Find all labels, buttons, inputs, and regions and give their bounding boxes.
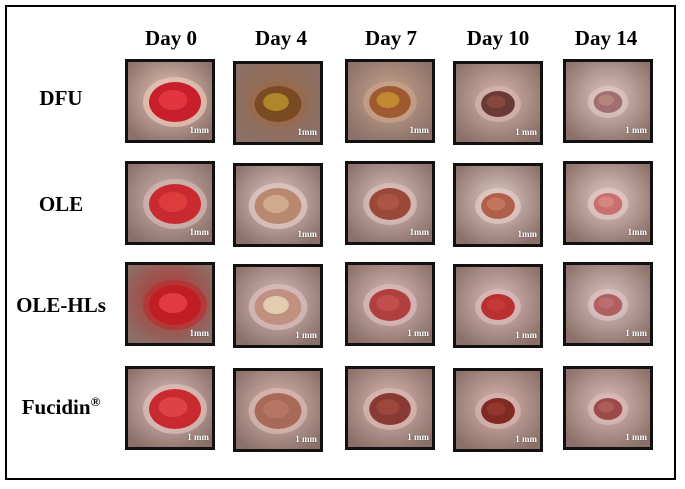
registered-mark: ®: [90, 394, 101, 409]
wound-photo-drawing: [456, 267, 540, 345]
wound-photo-drawing: [236, 371, 320, 449]
wound-photo-drawing: [348, 164, 432, 242]
wound-photo-drawing: [236, 267, 320, 345]
wound-photo: 1 mm: [345, 366, 435, 450]
column-header-day-0: Day 0: [145, 26, 197, 50]
wound-photo: 1 mm: [345, 262, 435, 346]
row-label-text: DFU: [39, 86, 83, 110]
scale-bar-label: 1mm: [297, 127, 318, 137]
scale-bar-label: 1mm: [409, 125, 430, 135]
wound-photo: 1 mm: [563, 366, 653, 450]
scale-bar-label: 1 mm: [515, 330, 537, 340]
column-header-day-7: Day 7: [365, 26, 417, 50]
wound-photo-drawing: [236, 166, 320, 244]
wound-photo-drawing: [566, 265, 650, 343]
wound-photo-drawing: [566, 369, 650, 447]
wound-photo-drawing: [128, 369, 212, 447]
row-label-text: OLE: [38, 192, 84, 216]
wound-photo-drawing: [236, 64, 320, 142]
wound-photo: 1 mm: [453, 368, 543, 452]
wound-photo-drawing: [566, 164, 650, 242]
scale-bar-label: 1 mm: [515, 434, 537, 444]
scale-bar-label: 1mm: [627, 227, 648, 237]
scale-bar-label: 1 mm: [295, 434, 317, 444]
column-header-day-4: Day 4: [255, 26, 307, 50]
scale-bar-label: 1mm: [297, 229, 318, 239]
row-label-ole-hls: OLE-HLs: [0, 293, 122, 318]
wound-photo: 1mm: [563, 161, 653, 245]
wound-photo-drawing: [348, 265, 432, 343]
scale-bar-label: 1mm: [409, 227, 430, 237]
wound-photo: 1 mm: [563, 262, 653, 346]
scale-bar-label: 1 mm: [625, 125, 647, 135]
wound-photo: 1 mm: [233, 368, 323, 452]
scale-bar-label: 1 mm: [515, 127, 537, 137]
wound-photo-drawing: [456, 64, 540, 142]
wound-photo: 1mm: [125, 161, 215, 245]
row-label-dfu: DFU: [0, 86, 122, 111]
scale-bar-label: 1mm: [189, 125, 210, 135]
wound-photo: 1 mm: [233, 264, 323, 348]
wound-photo: 1mm: [453, 163, 543, 247]
scale-bar-label: 1 mm: [407, 328, 429, 338]
column-header-day-14: Day 14: [574, 26, 638, 50]
column-header-day-10: Day 10: [466, 26, 530, 50]
scale-bar-label: 1 mm: [295, 330, 317, 340]
scale-bar-label: 1 mm: [625, 328, 647, 338]
wound-photo-drawing: [128, 265, 212, 343]
wound-photo-drawing: [348, 369, 432, 447]
wound-photo: 1 mm: [453, 264, 543, 348]
wound-photo: 1 mm: [563, 59, 653, 143]
scale-bar-label: 1 mm: [187, 432, 209, 442]
scale-bar-label: 1mm: [517, 229, 538, 239]
wound-photo: 1mm: [125, 262, 215, 346]
row-label-ole: OLE: [0, 192, 122, 217]
wound-photo: 1mm: [233, 61, 323, 145]
wound-photo: 1mm: [233, 163, 323, 247]
wound-photo: 1 mm: [453, 61, 543, 145]
wound-photo: 1 mm: [125, 366, 215, 450]
wound-photo-drawing: [456, 371, 540, 449]
wound-photo-drawing: [456, 166, 540, 244]
row-label-fucidin: Fucidin®: [0, 394, 122, 420]
wound-photo: 1mm: [345, 59, 435, 143]
wound-photo-drawing: [128, 164, 212, 242]
scale-bar-label: 1 mm: [407, 432, 429, 442]
wound-photo-drawing: [348, 62, 432, 140]
wound-photo: 1mm: [345, 161, 435, 245]
wound-photo-drawing: [128, 62, 212, 140]
scale-bar-label: 1 mm: [625, 432, 647, 442]
row-label-text: Fucidin: [21, 395, 91, 419]
scale-bar-label: 1mm: [189, 227, 210, 237]
row-label-text: OLE-HLs: [16, 293, 106, 317]
wound-photo-drawing: [566, 62, 650, 140]
scale-bar-label: 1mm: [189, 328, 210, 338]
wound-photo: 1mm: [125, 59, 215, 143]
